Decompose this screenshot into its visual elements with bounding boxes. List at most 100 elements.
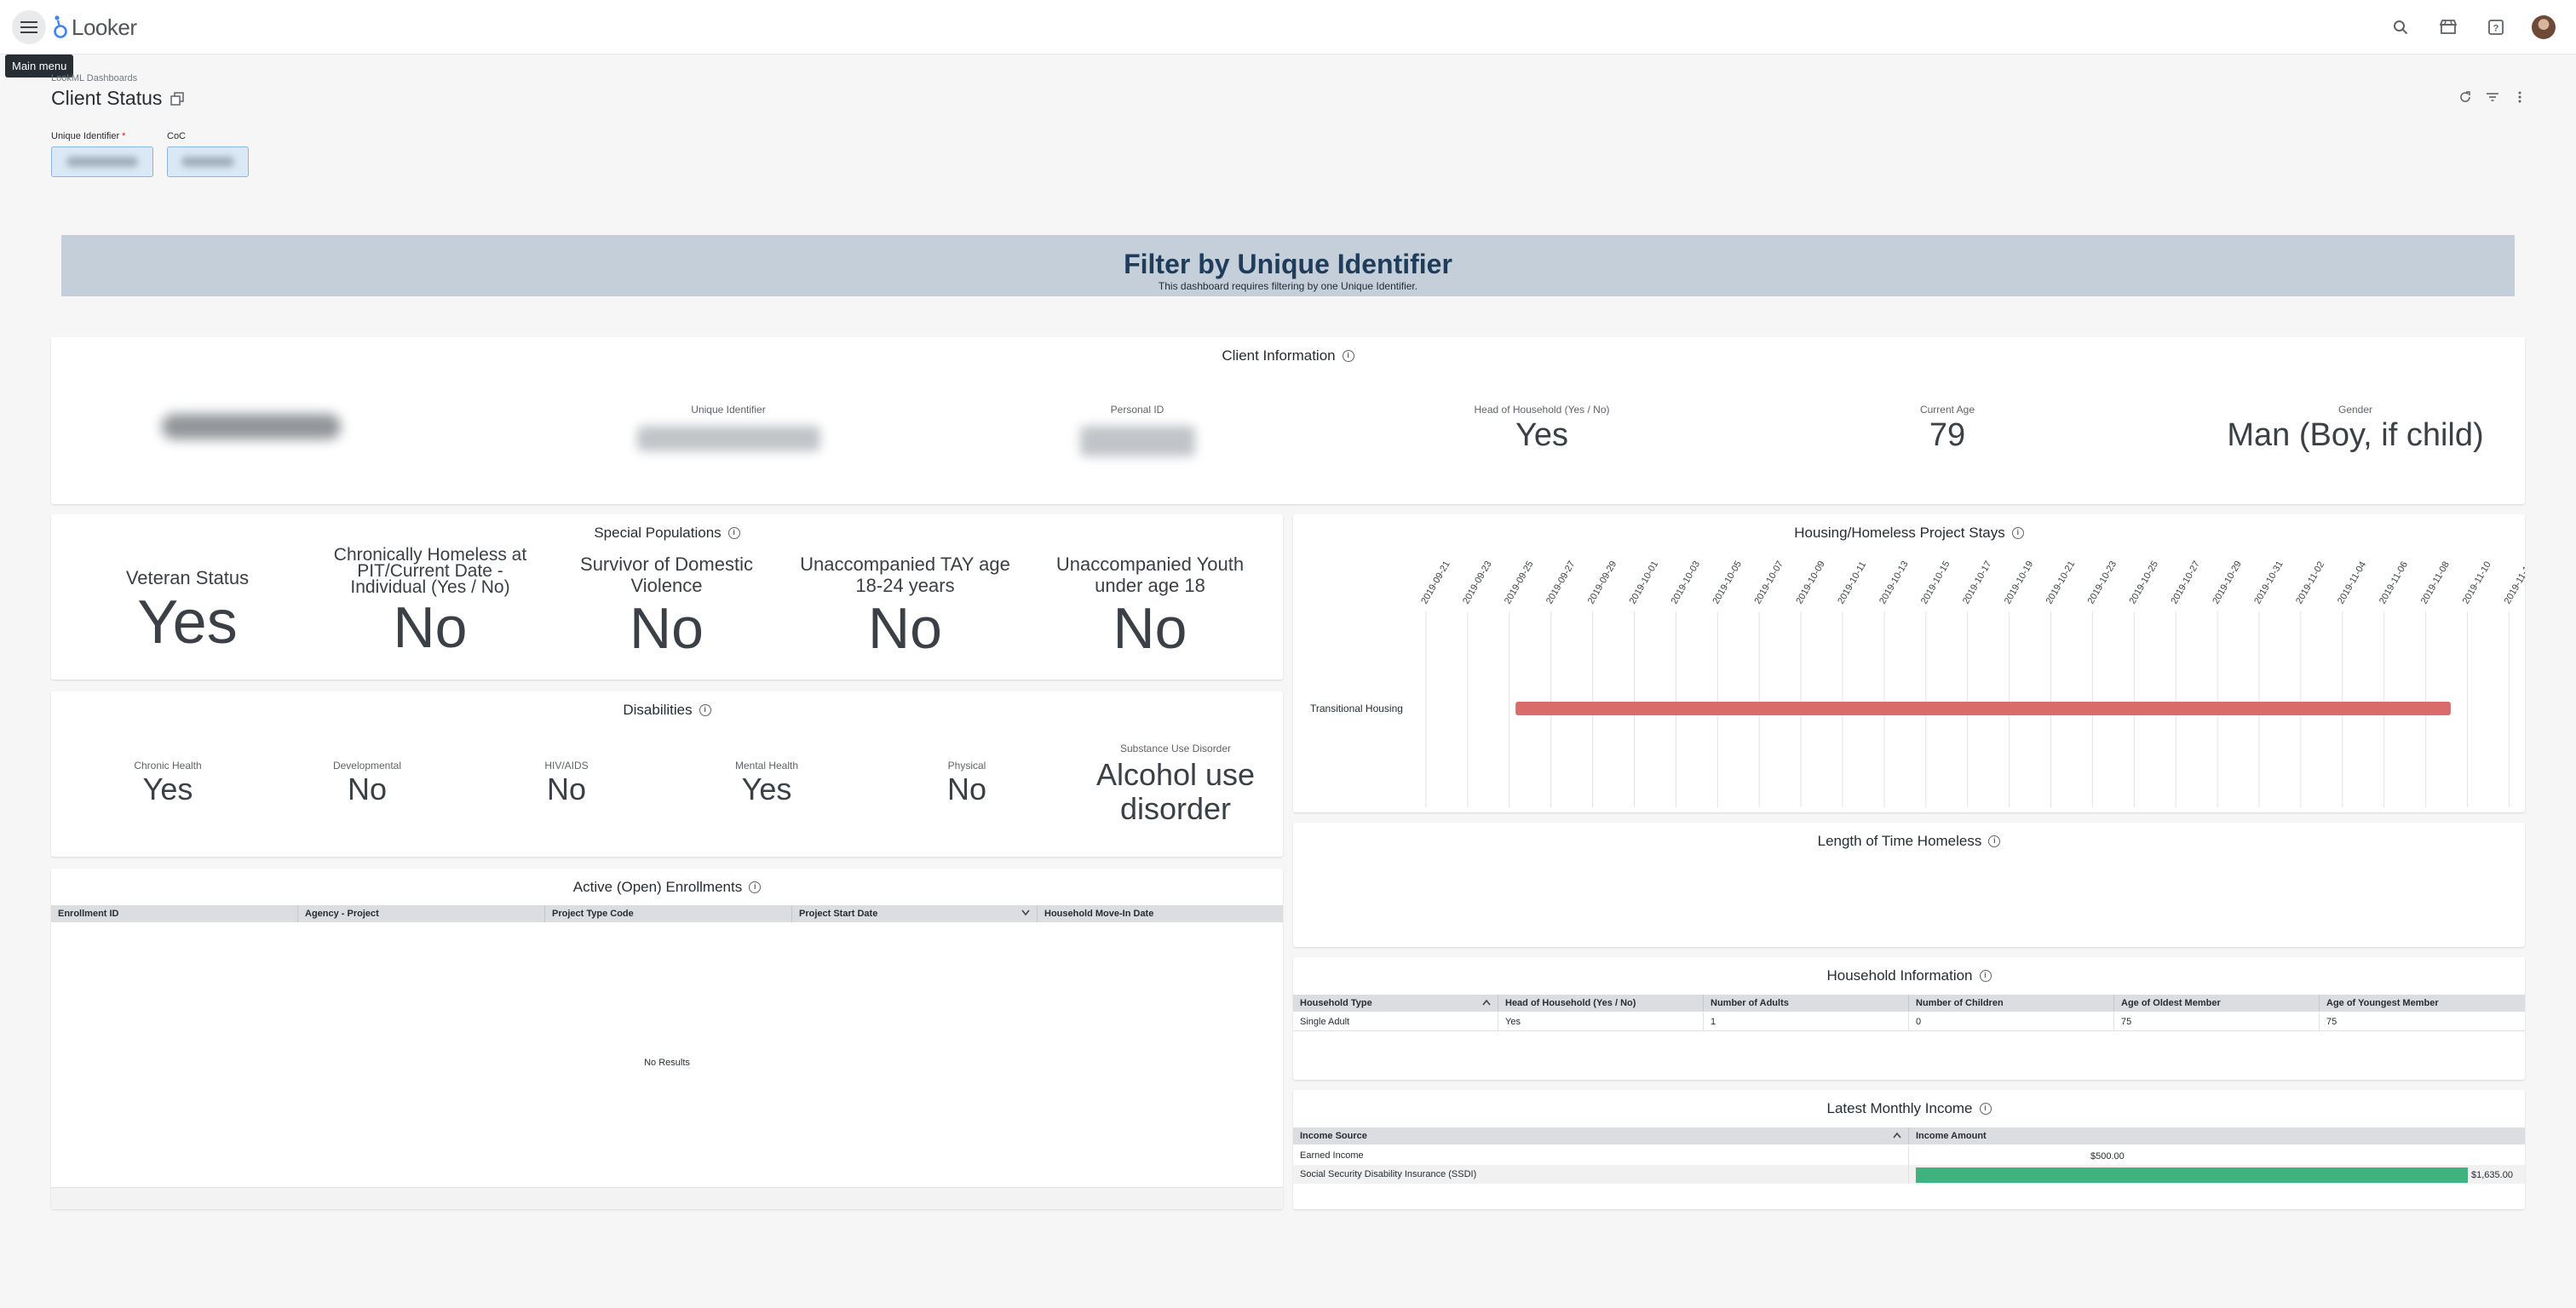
column-header[interactable]: Household Move-In Date [1044, 909, 1154, 919]
physical-stat: Physical No [946, 760, 987, 806]
info-icon[interactable]: i [1342, 350, 1354, 362]
project-stays-tile: Housing/Homeless Project Stays i 2019-09-… [1293, 514, 2525, 812]
column-header[interactable]: Head of Household (Yes / No) [1498, 995, 1704, 1012]
unique-identifier-input[interactable] [51, 146, 153, 177]
menu-icon [20, 21, 37, 33]
column-header[interactable]: Project Type Code [545, 905, 792, 922]
column-header[interactable]: Household Type [1293, 995, 1498, 1012]
tile-title: Length of Time Homeless [1817, 833, 1982, 849]
column-header[interactable]: Income Source [1293, 1127, 1909, 1144]
looker-logo[interactable]: Looker [53, 12, 137, 43]
redacted-value [636, 426, 820, 451]
timeline-date-label: 2019-11-12 [2503, 559, 2525, 605]
income-amount-label: $500.00 [2090, 1151, 2125, 1162]
special-populations-tile: Special Populations i Veteran Status Yes … [51, 514, 1283, 680]
banner-subtitle: This dashboard requires filtering by one… [1158, 280, 1418, 292]
column-header[interactable]: Age of Oldest Member [2114, 995, 2320, 1012]
column-header[interactable]: Number of Children [1909, 995, 2114, 1012]
user-avatar-button[interactable] [2528, 12, 2559, 43]
search-button[interactable] [2385, 12, 2416, 43]
enrollments-table-header: Enrollment ID Agency - Project Project T… [51, 905, 1283, 922]
chronic-health-stat: Chronic Health Yes [134, 760, 202, 806]
column-header[interactable]: Project Start Date [792, 905, 1038, 922]
filter-coc: CoC [167, 131, 249, 177]
head-of-household-stat: Head of Household (Yes / No) Yes [1474, 404, 1610, 453]
table-cell: 75 [2326, 1017, 2337, 1027]
info-icon[interactable]: i [1979, 970, 1992, 982]
help-button[interactable]: ? [2481, 12, 2511, 43]
household-table-header: Household Type Head of Household (Yes / … [1293, 995, 2525, 1012]
timeline-date-label: 2019-10-23 [2086, 559, 2119, 606]
looker-logo-icon [54, 15, 67, 38]
filter-label: Unique Identifier [51, 131, 120, 141]
required-mark: * [122, 131, 126, 141]
timeline-date-label: 2019-10-21 [2044, 559, 2078, 606]
veteran-status-stat: Veteran Status Yes [125, 567, 250, 657]
page-title: Client Status [51, 87, 163, 109]
marketplace-icon [2440, 20, 2457, 34]
top-bar: Looker ? [0, 0, 2576, 54]
main-menu-tooltip: Main menu [5, 54, 74, 77]
active-enrollments-tile: Active (Open) Enrollments i Enrollment ID… [51, 869, 1283, 1209]
redacted-value [162, 414, 341, 439]
redacted-value [1079, 426, 1195, 456]
timeline-date-label: 2019-09-29 [1586, 559, 1619, 606]
column-header[interactable]: Income Amount [1916, 1131, 1987, 1141]
table-row: Single Adult Yes 1 0 75 75 [1293, 1013, 2525, 1031]
more-vertical-icon[interactable] [2513, 90, 2527, 104]
disabilities-tile: Disabilities i Chronic Health Yes Develop… [51, 691, 1283, 857]
timeline-chart: 2019-09-21 2019-09-23 2019-09-25 2019-09-27… [1310, 559, 2525, 807]
sort-ascending-icon[interactable] [1893, 1132, 1901, 1139]
info-icon[interactable]: i [749, 881, 762, 893]
current-age-stat: Current Age 79 [1919, 404, 1975, 453]
personal-id-stat: Personal ID [988, 404, 1286, 456]
info-icon[interactable]: i [1979, 1103, 1992, 1115]
table-cell: 75 [2114, 1013, 2320, 1030]
timeline-date-label: 2019-11-08 [2419, 559, 2452, 605]
copy-icon[interactable] [170, 91, 185, 106]
search-icon [2394, 20, 2408, 35]
main-menu-button[interactable] [12, 10, 46, 44]
horizontal-scrollbar[interactable] [51, 1187, 1283, 1209]
developmental-stat: Developmental No [332, 760, 402, 806]
column-header[interactable]: Enrollment ID [51, 905, 298, 922]
filter-banner: Filter by Unique Identifier This dashboa… [61, 235, 2515, 296]
info-icon[interactable]: i [2011, 527, 2024, 539]
timeline-date-label: 2019-10-15 [1919, 559, 1952, 606]
coc-input[interactable] [167, 146, 249, 177]
timeline-date-label: 2019-09-21 [1419, 559, 1452, 606]
info-icon[interactable]: i [727, 527, 740, 539]
filter-icon[interactable] [2486, 90, 2499, 104]
sort-ascending-icon[interactable] [1482, 999, 1491, 1006]
unique-identifier-stat: Unique Identifier [579, 404, 877, 451]
breadcrumb[interactable]: LookML Dashboards [51, 73, 138, 83]
timeline-date-label: 2019-10-05 [1711, 559, 1745, 606]
info-icon[interactable]: i [1988, 835, 2001, 847]
column-header[interactable]: Age of Youngest Member [2326, 998, 2439, 1008]
refresh-icon[interactable] [2458, 90, 2472, 104]
timeline-date-label: 2019-10-01 [1628, 559, 1661, 606]
empty-state-text: No Results [644, 1058, 690, 1068]
hiv-aids-stat: HIV/AIDS No [544, 760, 589, 806]
timeline-date-label: 2019-11-04 [2336, 559, 2368, 605]
timeline-date-label: 2019-10-29 [2211, 559, 2244, 606]
sort-descending-icon[interactable] [1021, 909, 1030, 916]
tile-title: Active (Open) Enrollments [572, 879, 743, 895]
info-icon[interactable]: i [699, 704, 711, 716]
timeline-bar[interactable] [1515, 702, 2451, 715]
svg-text:?: ? [2493, 24, 2499, 34]
income-amount-cell: $500.00 [1909, 1146, 2525, 1165]
column-header[interactable]: Agency - Project [298, 905, 545, 922]
timeline-date-label: 2019-09-23 [1461, 559, 1494, 606]
table-row: Earned Income $500.00 [1293, 1146, 2525, 1165]
column-header[interactable]: Number of Adults [1704, 995, 1909, 1012]
table-cell: 0 [1909, 1013, 2114, 1030]
timeline-date-label: 2019-10-27 [2169, 559, 2202, 606]
tile-title: Disabilities [623, 702, 693, 718]
timeline-row-label: Transitional Housing [1310, 703, 1403, 714]
marketplace-button[interactable] [2433, 12, 2464, 43]
filter-unique-identifier: Unique Identifier * [51, 131, 153, 177]
avatar [2532, 15, 2556, 39]
timeline-date-label: 2019-11-02 [2294, 559, 2326, 605]
tile-title: Household Information [1826, 967, 1973, 984]
